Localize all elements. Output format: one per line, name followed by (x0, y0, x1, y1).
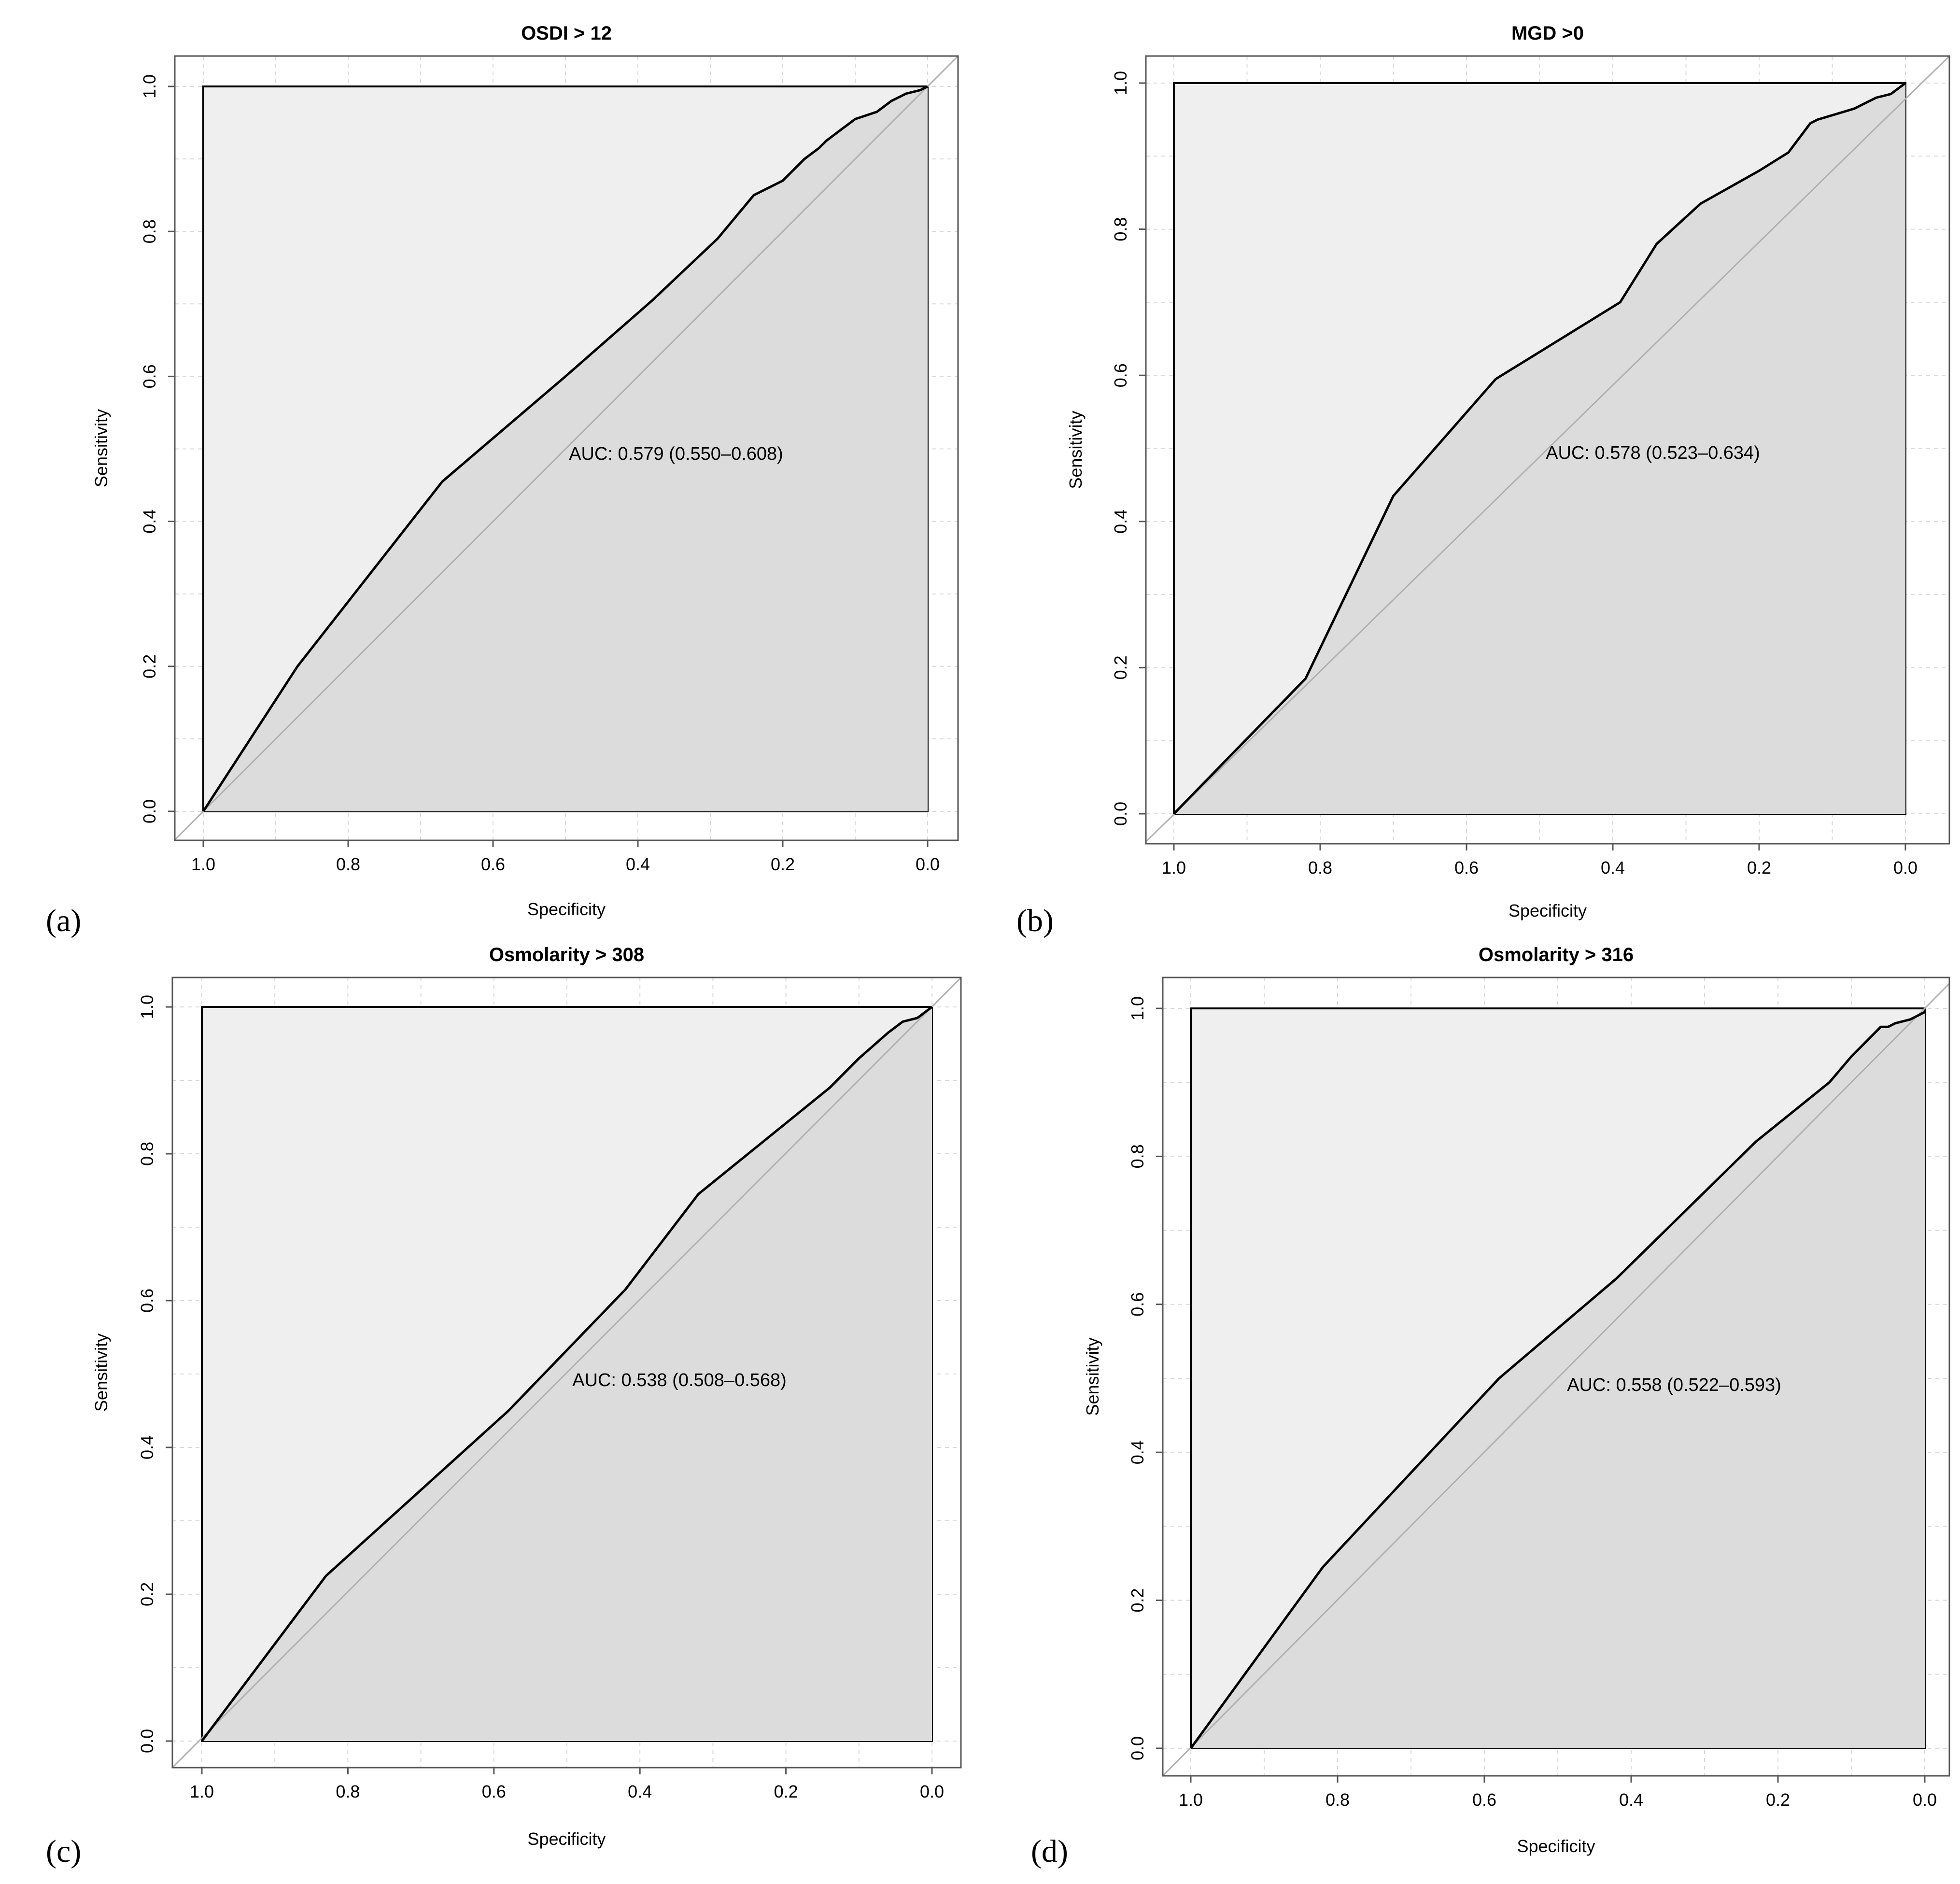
y-axis-label: Sensitivity (91, 1333, 111, 1412)
roc-panel-b: 1.0 0.8 0.6 0.4 0.2 0.0 0.0 0.2 0.4 0.6 0.8 1.0 MGD … (1016, 23, 1950, 938)
y-axis-label: Sensitivity (1066, 411, 1086, 489)
y-tick-label: 0.8 (140, 219, 159, 243)
y-tick-label: 0.4 (137, 1435, 157, 1459)
panel-letter: (b) (1016, 903, 1054, 938)
panel-title: MGD >0 (1511, 23, 1584, 44)
x-tick-label: 0.2 (1747, 858, 1771, 878)
plot-frame (174, 55, 959, 841)
y-tick-label: 0.2 (137, 1582, 157, 1606)
panel-letter: (a) (46, 903, 81, 938)
roc-curve-line (1189, 1011, 1926, 1749)
x-axis-label: Specificity (1517, 1836, 1595, 1856)
y-tick-label: 0.8 (1128, 1144, 1147, 1168)
panel-letter: (d) (1031, 1834, 1068, 1869)
x-tick-label: 0.0 (1893, 858, 1918, 878)
roc-panel-a: 1.0 0.8 0.6 0.4 0.2 0.0 0.0 0.2 0.4 0.6 0.8 1.0 OSDI… (46, 23, 959, 938)
x-tick-label: 0.8 (336, 854, 360, 874)
y-tick-label: 1.0 (137, 995, 157, 1019)
x-tick-label: 0.4 (1619, 1790, 1643, 1810)
y-tick-label: 1.0 (1111, 71, 1130, 95)
x-tick-label: 0.2 (774, 1782, 798, 1801)
y-axis-label: Sensitivity (1083, 1337, 1102, 1416)
x-axis-label: Specificity (527, 1829, 606, 1849)
y-tick-label: 0.6 (140, 364, 159, 388)
panel-title: Osmolarity > 308 (489, 944, 644, 965)
y-axis-label: Sensitivity (91, 409, 111, 487)
y-tick-label: 0.4 (1111, 510, 1130, 534)
y-tick-label: 0.0 (140, 799, 159, 823)
roc-curve-line (202, 85, 929, 812)
x-tick-label: 0.0 (916, 854, 940, 874)
x-tick-label: 0.8 (1325, 1790, 1350, 1810)
x-axis-label: Specificity (1509, 901, 1587, 921)
chance-diagonal-line (1162, 983, 1950, 1777)
y-tick-label: 0.4 (140, 510, 159, 534)
x-tick-label: 1.0 (1179, 1790, 1203, 1810)
auc-annotation: AUC: 0.579 (0.550–0.608) (569, 444, 783, 464)
y-tick-label: 0.4 (1128, 1440, 1147, 1464)
roc-panel-c: 1.0 0.8 0.6 0.4 0.2 0.0 0.0 0.2 0.4 0.6 0.8 1.0 Osmo… (46, 944, 962, 1869)
roc-curve-line (1173, 82, 1906, 815)
x-tick-label: 0.2 (771, 854, 795, 874)
x-tick-label: 0.0 (1913, 1790, 1937, 1810)
y-tick-label: 1.0 (140, 74, 159, 99)
auc-annotation: AUC: 0.538 (0.508–0.568) (572, 1370, 787, 1390)
chance-diagonal-line (171, 977, 962, 1769)
chance-diagonal-line (1145, 55, 1950, 842)
y-tick-label: 0.0 (1111, 802, 1130, 826)
auc-annotation: AUC: 0.578 (0.523–0.634) (1546, 443, 1760, 463)
y-tick-label: 0.2 (1128, 1588, 1147, 1613)
x-tick-label: 0.6 (481, 854, 505, 874)
plot-frame (171, 977, 962, 1769)
auc-area (1174, 83, 1905, 814)
x-tick-label: 0.6 (1472, 1790, 1496, 1810)
x-tick-label: 0.6 (482, 1782, 506, 1801)
x-tick-label: 0.8 (336, 1782, 360, 1801)
roc-panel-d: 1.0 0.8 0.6 0.4 0.2 0.0 0.0 0.2 0.4 0.6 0.8 1.0 Osmo… (1031, 944, 1950, 1869)
plot-frame (1145, 55, 1950, 845)
x-tick-label: 0.4 (1601, 858, 1625, 878)
plot-frame (1162, 977, 1950, 1777)
roc-curve-line (201, 1006, 933, 1742)
y-tick-label: 0.6 (137, 1289, 157, 1313)
y-tick-label: 0.0 (1128, 1736, 1147, 1760)
x-tick-label: 1.0 (191, 854, 215, 874)
y-tick-label: 0.8 (137, 1142, 157, 1166)
panel-letter: (c) (46, 1834, 81, 1869)
x-tick-label: 0.6 (1454, 858, 1479, 878)
y-tick-label: 0.0 (137, 1729, 157, 1753)
x-tick-label: 0.2 (1766, 1790, 1790, 1810)
x-tick-label: 1.0 (190, 1782, 214, 1801)
y-tick-label: 1.0 (1128, 996, 1147, 1020)
y-tick-label: 0.2 (1111, 655, 1130, 680)
auc-area (1191, 1012, 1925, 1748)
panel-title: OSDI > 12 (521, 23, 612, 44)
chance-diagonal-line (174, 55, 959, 841)
y-tick-label: 0.2 (140, 654, 159, 679)
y-tick-label: 0.6 (1111, 363, 1130, 387)
panel-title: Osmolarity > 316 (1479, 944, 1634, 965)
x-axis-label: Specificity (527, 899, 606, 919)
y-tick-label: 0.6 (1128, 1292, 1147, 1317)
x-tick-label: 0.4 (628, 1782, 652, 1801)
x-tick-label: 0.8 (1308, 858, 1332, 878)
x-tick-label: 0.0 (920, 1782, 944, 1801)
y-tick-label: 0.8 (1111, 217, 1130, 241)
x-tick-label: 0.4 (626, 854, 650, 874)
x-tick-label: 1.0 (1162, 858, 1186, 878)
auc-annotation: AUC: 0.558 (0.522–0.593) (1567, 1375, 1781, 1395)
